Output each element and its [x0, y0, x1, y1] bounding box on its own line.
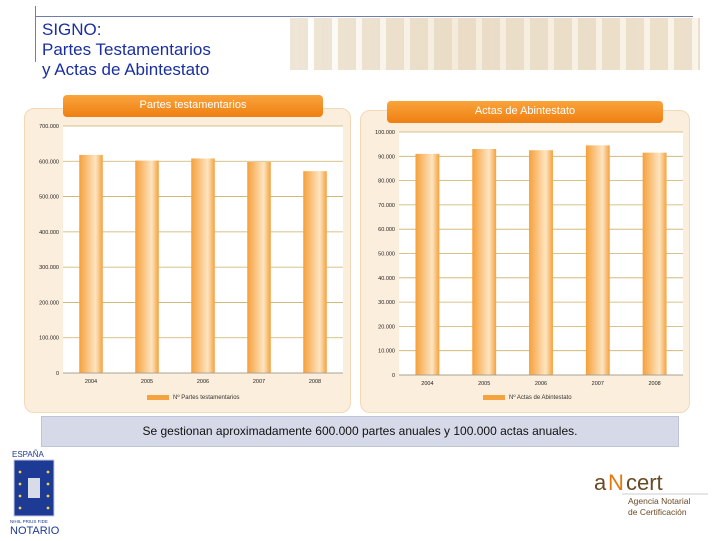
- chart-partes-testamentarios: 0 100.000 200.000 300.000 400.000 500.000 600.…: [39, 124, 343, 385]
- bar-2006: [529, 150, 553, 375]
- bar-2008: [642, 152, 667, 375]
- x-tick-label: 2007: [592, 381, 604, 387]
- y-tick-label: 90.000: [378, 154, 395, 160]
- bar-2006: [191, 158, 215, 373]
- y-tick-label: 20.000: [378, 324, 395, 330]
- bar-2005: [472, 149, 497, 375]
- bar-2004: [79, 154, 103, 373]
- logo-ancert-rest: cert: [626, 470, 663, 495]
- x-tick-label: 2007: [253, 379, 265, 385]
- ancert-mark-icon: a N cert Agencia Notarial de Certificaci…: [594, 470, 708, 517]
- notario-shield-icon: ESPAÑA NIHIL PRIUS FIDE NOTARIO: [10, 450, 60, 537]
- y-tick-label: 100.000: [375, 130, 395, 136]
- page-title: SIGNO: Partes Testamentarios y Actas de …: [42, 20, 211, 80]
- y-tick-label: 70.000: [378, 203, 395, 209]
- x-tick-label: 2005: [141, 379, 153, 385]
- y-tick-label: 600.000: [39, 159, 59, 165]
- y-tick-label: 700.000: [39, 124, 59, 130]
- x-tick-label: 2004: [421, 381, 433, 387]
- y-tick-label: 500.000: [39, 195, 59, 201]
- legend-label-partes: Nº Partes testamentarios: [173, 395, 240, 402]
- y-tick-label: 400.000: [39, 230, 59, 236]
- logo-left-motto: NIHIL PRIUS FIDE: [10, 519, 48, 524]
- title-line-2: Partes Testamentarios: [42, 40, 211, 59]
- y-tick-label: 80.000: [378, 179, 395, 185]
- y-tick-label: 10.000: [378, 349, 395, 355]
- legend-actas: Nº Actas de Abintestato: [483, 395, 572, 401]
- bar-2007: [247, 161, 271, 373]
- summary-note: Se gestionan aproximadamente 600.000 par…: [41, 416, 679, 447]
- y-tick-label: 300.000: [39, 265, 59, 271]
- logo-left-bottom-text: NOTARIO: [10, 525, 60, 536]
- logo-left-top-text: ESPAÑA: [12, 450, 45, 459]
- notario-logo: ESPAÑA NIHIL PRIUS FIDE NOTARIO: [8, 448, 60, 537]
- y-tick-label: 50.000: [378, 252, 395, 258]
- y-tick-label: 0: [392, 373, 395, 379]
- note-bold: 600.000 partes anuales y 100.000 actas a…: [315, 424, 575, 438]
- chart-panel-actas: Actas de Abintestato 0 10.000 20.000 30.000…: [360, 101, 690, 413]
- x-tick-label: 2008: [648, 381, 660, 387]
- note-suffix: .: [574, 424, 578, 438]
- logo-ancert-n: N: [608, 470, 624, 495]
- logo-ancert-a: a: [594, 470, 607, 495]
- header-decorative-image: [290, 18, 700, 70]
- bar-2007: [585, 145, 610, 375]
- x-tick-label: 2005: [478, 381, 490, 387]
- legend-partes: Nº Partes testamentarios: [147, 395, 240, 401]
- y-tick-label: 100.000: [39, 336, 59, 342]
- bar-2004: [415, 153, 440, 375]
- title-line-1: SIGNO:: [42, 20, 102, 39]
- y-tick-label: 30.000: [378, 300, 395, 306]
- chart-actas-abintestato: 0 10.000 20.000 30.000 40.000 50.000 60.000 70.…: [375, 130, 683, 387]
- header-horizontal-rule: [35, 16, 693, 17]
- y-tick-label: 0: [56, 371, 59, 377]
- bar-2008: [303, 171, 327, 373]
- logo-ancert-line1: Agencia Notarial: [628, 496, 690, 506]
- legend-swatch-actas: [483, 395, 505, 400]
- note-prefix: Se gestionan aproximadamente: [142, 424, 316, 438]
- x-tick-label: 2006: [535, 381, 547, 387]
- header-vertical-rule: [35, 6, 36, 62]
- y-tick-label: 40.000: [378, 276, 395, 282]
- x-tick-label: 2008: [309, 379, 321, 385]
- legend-swatch-partes: [147, 395, 169, 400]
- chart-title-partes: Partes testamentarios: [63, 95, 323, 117]
- x-tick-label: 2004: [85, 379, 97, 385]
- chart-title-actas: Actas de Abintestato: [387, 101, 663, 123]
- chart-panel-partes: Partes testamentarios 0 100.000 200.000 300…: [24, 95, 351, 413]
- y-tick-label: 200.000: [39, 300, 59, 306]
- title-line-3: y Actas de Abintestato: [42, 60, 210, 79]
- y-tick-label: 60.000: [378, 227, 395, 233]
- x-tick-label: 2006: [197, 379, 209, 385]
- logo-ancert-line2: de Certificación: [628, 507, 687, 517]
- bar-2005: [135, 160, 159, 373]
- legend-label-actas: Nº Actas de Abintestato: [509, 395, 572, 402]
- ancert-logo: a N cert Agencia Notarial de Certificaci…: [592, 462, 710, 524]
